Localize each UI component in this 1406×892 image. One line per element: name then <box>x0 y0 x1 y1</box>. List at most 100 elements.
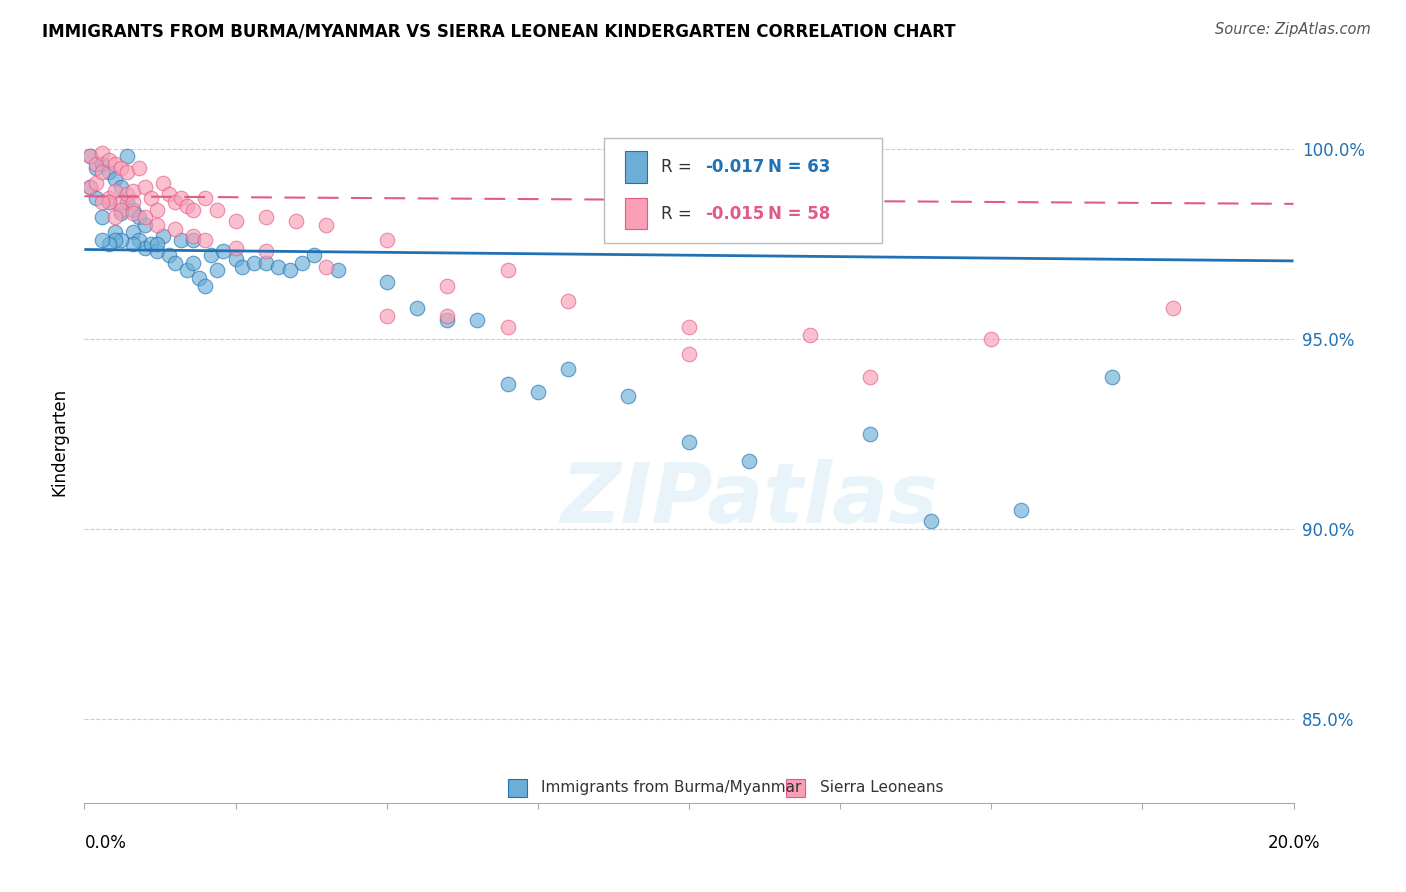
Point <box>225 241 247 255</box>
Point <box>97 164 120 178</box>
Point <box>436 278 458 293</box>
Point <box>920 515 942 529</box>
Point <box>678 347 700 361</box>
Point <box>176 263 198 277</box>
Point <box>254 244 277 259</box>
Point <box>110 179 132 194</box>
Point <box>375 233 398 247</box>
Point <box>97 194 120 209</box>
Point <box>115 187 138 202</box>
Y-axis label: Kindergarten: Kindergarten <box>51 387 69 496</box>
Text: N = 63: N = 63 <box>768 158 830 176</box>
Point <box>436 309 458 323</box>
Point <box>738 453 761 467</box>
Point <box>97 191 120 205</box>
Point <box>1011 503 1033 517</box>
Point <box>225 252 247 266</box>
Point <box>527 385 550 400</box>
Point <box>79 179 101 194</box>
Point <box>225 214 247 228</box>
Point <box>328 263 350 277</box>
Text: Sierra Leoneans: Sierra Leoneans <box>820 780 943 795</box>
Point <box>181 229 204 244</box>
FancyBboxPatch shape <box>508 779 527 797</box>
Point <box>134 210 156 224</box>
Point <box>302 248 325 262</box>
Point <box>194 278 217 293</box>
Point <box>121 206 143 220</box>
Point <box>104 172 127 186</box>
Point <box>86 157 108 171</box>
Point <box>91 194 114 209</box>
Point <box>79 149 101 163</box>
Point <box>194 233 217 247</box>
Point <box>104 210 127 224</box>
Point <box>121 194 143 209</box>
Point <box>375 309 398 323</box>
Point <box>79 179 101 194</box>
Point <box>165 221 187 235</box>
Point <box>291 256 314 270</box>
Point <box>121 226 143 240</box>
Point <box>110 194 132 209</box>
Text: -0.015: -0.015 <box>704 205 763 223</box>
Point <box>254 210 277 224</box>
Point <box>134 179 156 194</box>
Point <box>134 218 156 232</box>
Point <box>315 218 337 232</box>
Point <box>139 236 162 251</box>
Point <box>181 202 204 217</box>
Point <box>91 164 114 178</box>
Point <box>231 260 253 274</box>
Point <box>254 256 277 270</box>
Point <box>496 377 519 392</box>
Point <box>242 256 264 270</box>
Point <box>152 176 174 190</box>
Point <box>267 260 290 274</box>
Point <box>170 233 193 247</box>
Point <box>278 263 301 277</box>
Point <box>110 161 132 175</box>
Point <box>165 194 187 209</box>
Point <box>139 191 162 205</box>
Text: N = 58: N = 58 <box>768 205 830 223</box>
Point <box>181 256 204 270</box>
Point <box>176 199 198 213</box>
Point <box>170 191 193 205</box>
FancyBboxPatch shape <box>786 779 806 797</box>
Point <box>207 202 229 217</box>
Point <box>97 153 120 168</box>
Point <box>557 293 579 308</box>
Point <box>115 164 138 178</box>
Point <box>91 157 114 171</box>
Text: 0.0%: 0.0% <box>84 834 127 852</box>
Point <box>165 256 187 270</box>
Text: 20.0%: 20.0% <box>1267 834 1320 852</box>
Point <box>406 301 429 316</box>
Point <box>97 236 120 251</box>
Point <box>200 248 222 262</box>
Point <box>157 248 180 262</box>
Point <box>980 332 1002 346</box>
Point <box>110 233 132 247</box>
Point <box>146 244 169 259</box>
Point <box>86 176 108 190</box>
Point <box>91 233 114 247</box>
Point <box>110 202 132 217</box>
Text: -0.017: -0.017 <box>704 158 763 176</box>
Point <box>859 370 882 384</box>
Point <box>467 313 489 327</box>
Point <box>1161 301 1184 316</box>
Point <box>557 362 579 376</box>
Text: R =: R = <box>661 158 697 176</box>
Text: Immigrants from Burma/Myanmar: Immigrants from Burma/Myanmar <box>541 780 801 795</box>
Point <box>1101 370 1123 384</box>
Text: IMMIGRANTS FROM BURMA/MYANMAR VS SIERRA LEONEAN KINDERGARTEN CORRELATION CHART: IMMIGRANTS FROM BURMA/MYANMAR VS SIERRA … <box>42 22 956 40</box>
Point <box>194 191 217 205</box>
Point <box>128 161 150 175</box>
Point <box>436 313 458 327</box>
Point <box>207 263 229 277</box>
Point <box>115 149 138 163</box>
Point <box>678 320 700 334</box>
Point <box>678 434 700 449</box>
